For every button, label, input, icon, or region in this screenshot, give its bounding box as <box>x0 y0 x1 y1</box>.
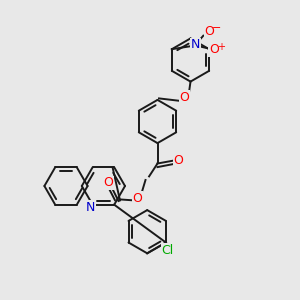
Text: O: O <box>174 154 183 167</box>
Text: N: N <box>191 38 200 51</box>
Text: O: O <box>180 91 189 104</box>
Text: −: − <box>212 22 221 33</box>
Text: O: O <box>204 25 214 38</box>
Text: O: O <box>209 43 219 56</box>
Text: O: O <box>133 191 142 205</box>
Text: O: O <box>103 176 113 190</box>
Text: Cl: Cl <box>161 244 173 256</box>
Text: N: N <box>85 201 95 214</box>
Text: +: + <box>217 42 225 52</box>
